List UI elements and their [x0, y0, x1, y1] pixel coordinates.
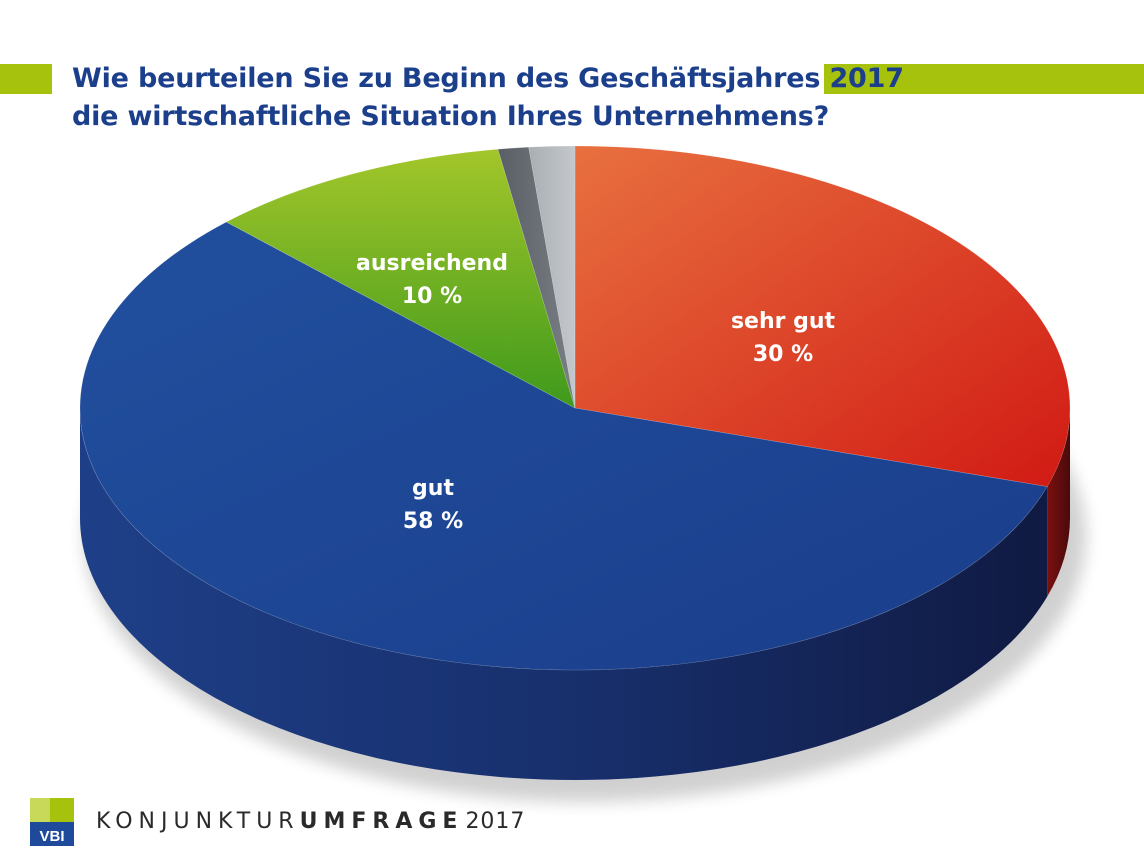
slice-label-gut: gut — [412, 476, 454, 501]
slice-label-sehr-gut: sehr gut — [731, 309, 836, 334]
pie-side-1 — [80, 408, 1048, 781]
footer-year: 2017 — [465, 809, 526, 834]
accent-bar-right — [824, 64, 1144, 94]
vbi-logo: VBI — [30, 798, 74, 846]
footer: VBI KONJUNKTURUMFRAGE2017 — [30, 798, 550, 846]
footer-label: KONJUNKTURUMFRAGE2017 — [96, 809, 525, 834]
chart-title-line-2: die wirtschaftliche Situation Ihres Unte… — [72, 101, 830, 132]
slice-label-ausreichend: ausreichend — [356, 251, 508, 276]
chart-title-line-1: Wie beurteilen Sie zu Beginn des Geschäf… — [72, 63, 904, 94]
accent-bar-left — [0, 64, 52, 94]
pie-slice-gut — [79, 221, 1048, 671]
pie-slice-other-4 — [528, 145, 576, 409]
pie-slice-sehr-gut — [574, 145, 1071, 487]
pie-side-0 — [1047, 408, 1070, 597]
footer-label-regular: KONJUNKTUR — [96, 809, 300, 834]
slice-value-sehr-gut: 30 % — [753, 342, 813, 367]
logo-text: VBI — [39, 828, 64, 845]
slice-value-ausreichend: 10 % — [402, 284, 462, 309]
chart-title: Wie beurteilen Sie zu Beginn des Geschäf… — [72, 60, 904, 136]
footer-label-bold: UMFRAGE — [299, 809, 464, 834]
pie-slice-other-3 — [497, 146, 576, 409]
pie-slice-ausreichend — [225, 148, 576, 409]
slice-value-gut: 58 % — [403, 509, 463, 534]
